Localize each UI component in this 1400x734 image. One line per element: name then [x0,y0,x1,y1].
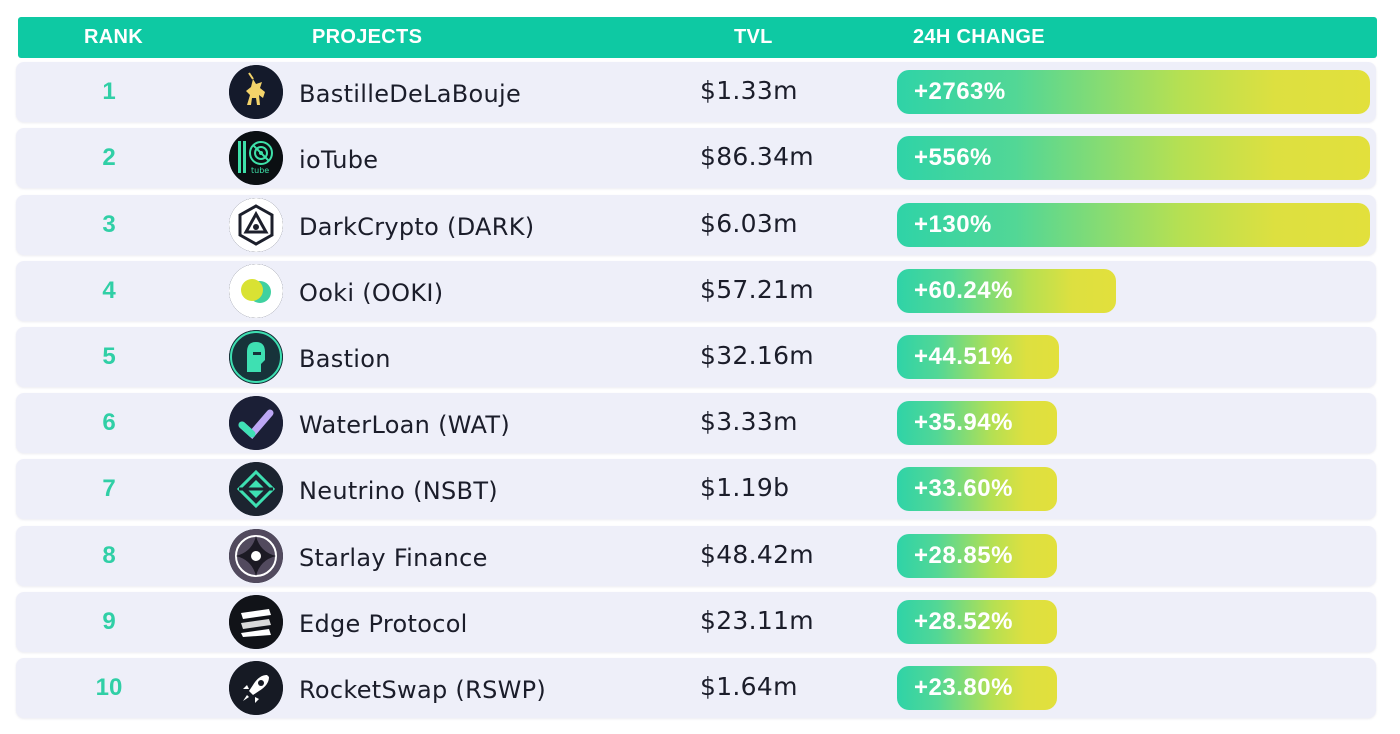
change-label: +44.51% [914,343,1013,370]
rank-number: 8 [102,542,116,569]
checkmark-icon [229,396,283,450]
table-row: 3 DarkCrypto (DARK) $6.03m +130% [16,195,1376,255]
table-row: 1 BastilleDeLaBouje $1.33m +2763% [16,62,1376,122]
table-row: 10 RocketSwap (RSWP) $1.64m +23.80% [16,658,1376,718]
projects-column-header: PROJECTS [312,26,423,48]
tvl-value: $1.64m [700,672,798,701]
rank-number: 2 [102,144,116,171]
rank-column-header: RANK [84,26,143,48]
tvl-value: $23.11m [700,606,814,635]
project-name: Edge Protocol [299,610,468,638]
rank-number: 6 [102,409,116,436]
project-name: Ooki (OOKI) [299,279,444,307]
rank-number: 7 [102,475,116,502]
tvl-value: $57.21m [700,275,814,304]
project-name: Neutrino (NSBT) [299,477,498,505]
project-name: DarkCrypto (DARK) [299,213,535,241]
change-bar: +44.51% [897,335,1059,379]
iotube-icon: tube [229,131,283,185]
tvl-column-header: TVL [734,26,773,48]
rank-number: 5 [102,343,116,370]
change-label: +33.60% [914,475,1013,502]
table-row: 9 Edge Protocol $23.11m +28.52% [16,592,1376,652]
rank-number: 10 [95,674,123,701]
ooki-icon [229,264,283,318]
change-bar: +35.94% [897,401,1057,445]
change-bar: +33.60% [897,467,1057,511]
change-column-header: 24H CHANGE [913,26,1045,48]
project-name: RocketSwap (RSWP) [299,676,547,704]
tvl-value: $48.42m [700,540,814,569]
table-header: RANK PROJECTS TVL 24H CHANGE [18,17,1377,58]
project-name: ioTube [299,146,379,174]
project-name: Bastion [299,345,391,373]
neutrino-icon [229,462,283,516]
project-name: Starlay Finance [299,544,488,572]
change-label: +28.85% [914,542,1013,569]
change-bar: +23.80% [897,666,1057,710]
table-row: 4 Ooki (OOKI) $57.21m +60.24% [16,261,1376,321]
change-label: +2763% [914,78,1006,105]
change-label: +130% [914,211,992,238]
change-label: +28.52% [914,608,1013,635]
table-row: 8 Starlay Finance $48.42m +28.85% [16,526,1376,586]
tvl-value: $6.03m [700,209,798,238]
rank-number: 3 [102,211,116,238]
unicorn-icon [229,65,283,119]
tvl-value: $3.33m [700,407,798,436]
rocket-icon [229,661,283,715]
table-row: 5 Bastion $32.16m +44.51% [16,327,1376,387]
change-bar: +2763% [897,70,1370,114]
table-row: 7 Neutrino (NSBT) $1.19b +33.60% [16,459,1376,519]
tvl-value: $1.33m [700,76,798,105]
tvl-value: $1.19b [700,473,790,502]
change-bar: +130% [897,203,1370,247]
edge-icon [229,595,283,649]
darkcrypto-icon [229,198,283,252]
rank-number: 4 [102,277,116,304]
rank-number: 9 [102,608,116,635]
change-bar: +28.85% [897,534,1057,578]
tvl-value: $86.34m [700,142,814,171]
svg-text:tube: tube [251,166,269,175]
project-name: BastilleDeLaBouje [299,80,522,108]
bastion-icon [229,330,283,384]
change-bar: +556% [897,136,1370,180]
change-label: +556% [914,144,992,171]
change-label: +60.24% [914,277,1013,304]
table-row: 6 WaterLoan (WAT) $3.33m +35.94% [16,393,1376,453]
starlay-icon [229,529,283,583]
rank-number: 1 [102,78,116,105]
change-bar: +28.52% [897,600,1057,644]
change-bar: +60.24% [897,269,1116,313]
tvl-value: $32.16m [700,341,814,370]
project-name: WaterLoan (WAT) [299,411,510,439]
table-row: 2 tube ioTube $86.34m +556% [16,128,1376,188]
change-label: +23.80% [914,674,1013,701]
change-label: +35.94% [914,409,1013,436]
